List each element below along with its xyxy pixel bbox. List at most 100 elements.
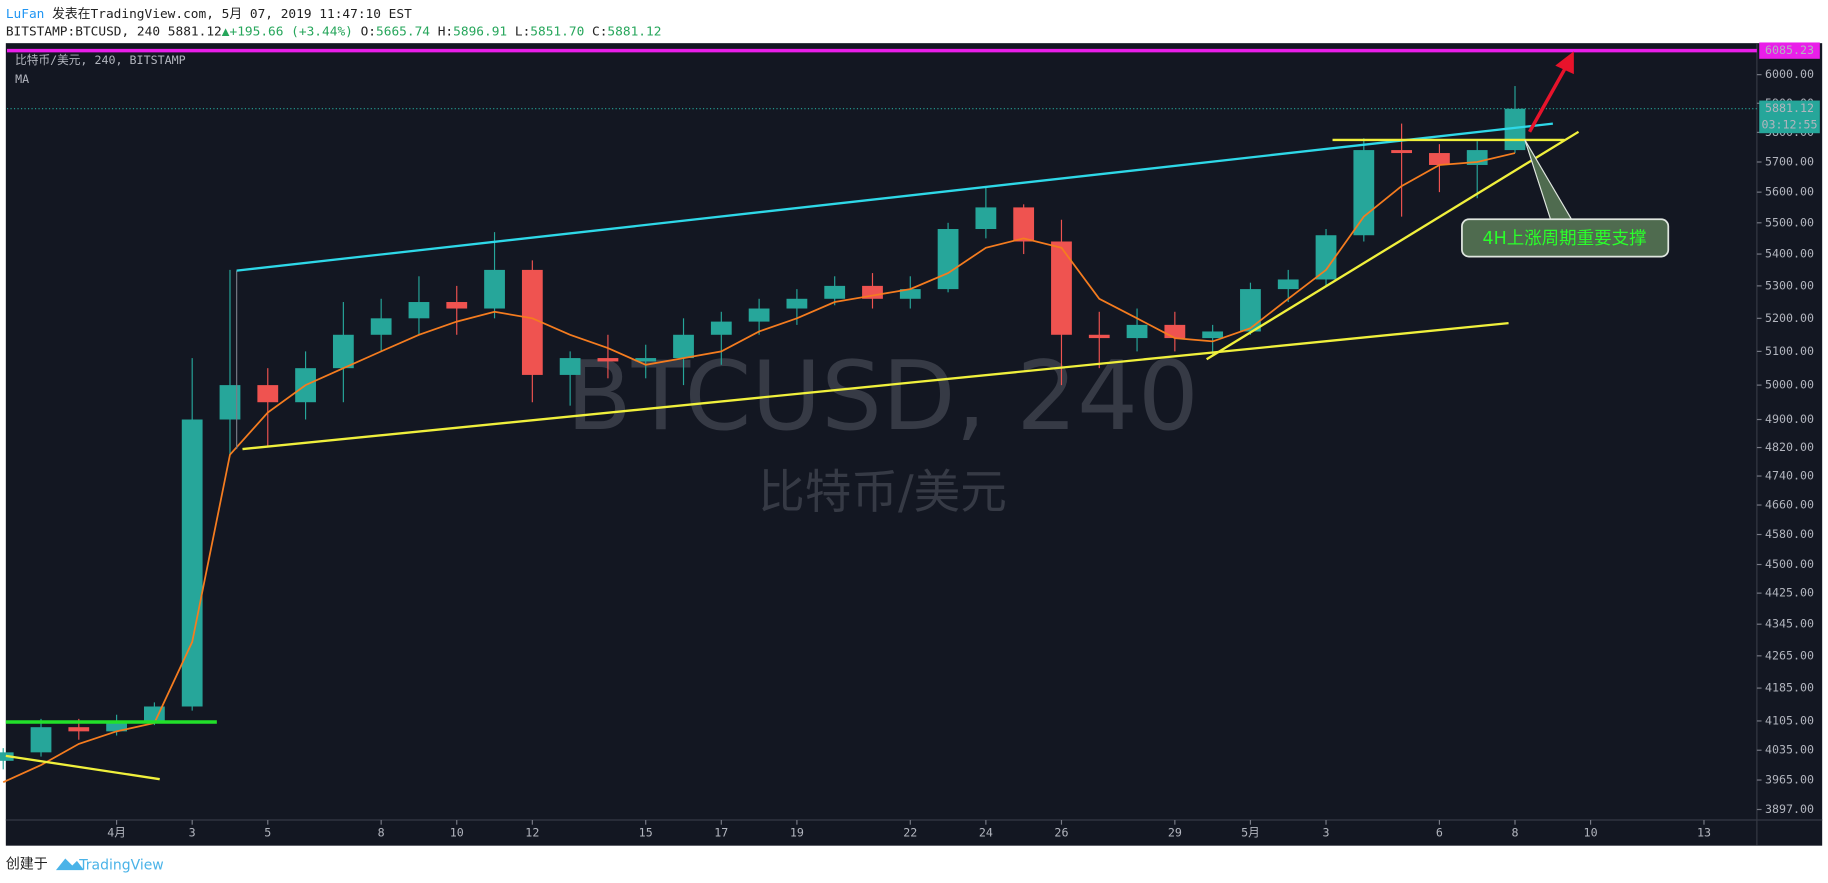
chart-title: 比特币/美元, 240, BITSTAMP <box>15 53 186 67</box>
candle-body <box>1013 207 1035 242</box>
candle-body <box>370 318 392 335</box>
candle-body <box>899 289 921 299</box>
legend: BITSTAMP:BTCUSD, 240 5881.12▲+195.66 (+3… <box>6 24 662 39</box>
x-tick-label: 5月 <box>1241 825 1260 839</box>
ohlc-key: O: <box>361 24 376 39</box>
x-tick-label: 3 <box>189 825 196 839</box>
x-tick-label: 29 <box>1168 825 1182 839</box>
marks: 6000.005900.005800.005700.005600.005500.… <box>0 42 1820 839</box>
x-tick-label: 12 <box>525 825 539 839</box>
y-tick-label: 5300.00 <box>1765 278 1814 292</box>
y-tick-label: 4900.00 <box>1765 412 1814 426</box>
candle-body <box>748 308 770 322</box>
candle-body <box>1429 153 1450 165</box>
x-tick-label: 8 <box>378 825 385 839</box>
y-tick-label: 5200.00 <box>1765 311 1814 325</box>
ohlc-value: 5881.12 <box>607 24 661 39</box>
x-tick-label: 3 <box>1323 825 1330 839</box>
y-tick-label: 5100.00 <box>1765 344 1814 358</box>
x-tick-label: 6 <box>1436 825 1443 839</box>
x-tick-label: 19 <box>790 825 804 839</box>
candle-body <box>257 385 279 403</box>
candle-body <box>408 302 430 319</box>
y-tick-label: 4740.00 <box>1765 469 1814 483</box>
ohlc-key: H: <box>438 24 453 39</box>
candle-body <box>1277 279 1299 290</box>
ohlc-value: 5896.91 <box>453 24 507 39</box>
watermark: BTCUSD, 240 <box>566 340 1199 452</box>
price: 5881.12 <box>168 24 222 39</box>
footer-created: 创建于 <box>6 856 48 872</box>
y-tick-label: 5600.00 <box>1765 185 1814 199</box>
candle-body <box>1088 334 1110 339</box>
candle-body <box>521 269 543 375</box>
candle-body <box>106 720 127 732</box>
last-price-tag <box>1759 100 1820 134</box>
price-line-label: 6085.23 <box>1765 43 1814 57</box>
y-tick-label: 4105.00 <box>1765 713 1814 727</box>
candle-body <box>710 321 732 335</box>
x-tick-label: 24 <box>979 825 993 839</box>
ohlc-key: L: <box>515 24 530 39</box>
y-tick-label: 4580.00 <box>1765 527 1814 541</box>
watermark-sub: 比特币/美元 <box>758 465 1007 519</box>
candle-body <box>30 727 52 753</box>
x-tick-label: 17 <box>714 825 728 839</box>
logo <box>55 858 84 871</box>
last-price-label: 5881.12 <box>1765 101 1814 115</box>
price-line-tag <box>1759 42 1820 59</box>
candle-body <box>824 285 846 299</box>
y-tick-label: 4185.00 <box>1765 681 1814 695</box>
ohlc-value: 5851.70 <box>530 24 584 39</box>
published: 发表在TradingView.com, 5月 07, 2019 11:47:10… <box>44 5 412 21</box>
candle-body <box>673 334 694 359</box>
footer-brand[interactable]: TradingView <box>78 858 163 874</box>
ohlc-value: 5665.74 <box>376 24 430 39</box>
y-tick-label: 5000.00 <box>1765 378 1814 392</box>
y-tick-label: 4345.00 <box>1765 617 1814 631</box>
candle-body <box>635 358 657 362</box>
y-tick-label: 3965.00 <box>1765 773 1814 787</box>
x-tick-label: 15 <box>639 825 653 839</box>
y-tick-label: 5500.00 <box>1765 215 1814 229</box>
x-tick-label: 13 <box>1697 825 1711 839</box>
x-tick-label: 10 <box>450 825 464 839</box>
candle-body <box>446 302 468 309</box>
candle-body <box>1353 150 1375 236</box>
chart-background <box>5 43 1823 846</box>
candle-body <box>332 334 354 369</box>
x-tick-label: 4月 <box>107 825 126 839</box>
candle-body <box>484 269 505 309</box>
y-tick-label: 6000.00 <box>1765 67 1814 81</box>
ma-line <box>2 152 1516 783</box>
candle-body <box>1391 150 1413 154</box>
y-tick-label: 4425.00 <box>1765 586 1814 600</box>
candle-body <box>1240 289 1261 332</box>
candle-body <box>181 419 203 707</box>
candle-body <box>786 298 808 309</box>
candle-body <box>559 358 581 375</box>
x-tick-label: 26 <box>1054 825 1068 839</box>
x-tick-label: 8 <box>1511 825 1518 839</box>
y-tick-label: 3897.00 <box>1765 802 1814 816</box>
change: ▲+195.66 (+3.44%) <box>222 24 353 39</box>
candle-body <box>1051 241 1072 335</box>
ma-label: MA <box>15 72 29 86</box>
author[interactable]: LuFan <box>6 6 45 21</box>
candle-body <box>937 229 959 290</box>
y-tick-label: 4660.00 <box>1765 498 1814 512</box>
y-tick-label: 5700.00 <box>1765 154 1814 168</box>
candle-body <box>597 358 619 362</box>
candle-body <box>1315 235 1337 280</box>
x-tick-label: 5 <box>264 825 271 839</box>
drawings <box>5 51 1670 781</box>
y-tick-label: 4035.00 <box>1765 743 1814 757</box>
candle-body <box>1164 324 1186 339</box>
candle-body <box>1126 324 1148 339</box>
y-tick-label: 4820.00 <box>1765 440 1814 454</box>
ohlc-key: C: <box>592 24 607 39</box>
x-tick-label: 22 <box>903 825 917 839</box>
candle-body <box>975 207 997 230</box>
